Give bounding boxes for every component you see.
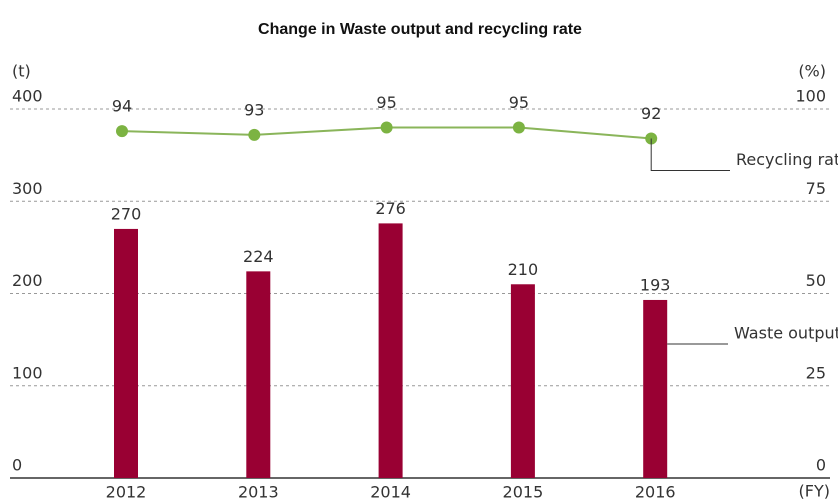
point	[248, 128, 261, 141]
data-label: 270	[111, 204, 142, 223]
y2-tick-label: 100	[795, 87, 826, 106]
x-tick-label: 2016	[635, 483, 676, 502]
bar	[378, 223, 403, 478]
y2-tick-label: 50	[806, 271, 826, 290]
data-label: 94	[112, 97, 132, 116]
y-tick-label: 200	[12, 271, 43, 290]
y2-tick-label: 25	[806, 363, 826, 382]
y2-tick-label: 75	[806, 179, 826, 198]
legend-label: Recycling rate	[736, 150, 838, 169]
data-label: 95	[509, 93, 529, 112]
y2-tick-label: 0	[816, 456, 826, 475]
point	[380, 121, 393, 134]
data-label: 276	[375, 199, 406, 218]
legend-label: Waste output	[734, 323, 838, 342]
data-label: 93	[244, 100, 264, 119]
x-tick-label: 2014	[370, 483, 411, 502]
data-label: 224	[243, 247, 274, 266]
y-tick-label: 0	[12, 456, 22, 475]
bar	[114, 228, 138, 478]
y-tick-label: 400	[12, 87, 43, 106]
bar	[643, 299, 668, 478]
x-tick-label: 2013	[238, 483, 279, 502]
chart-title: Change in Waste output and recycling rat…	[258, 21, 582, 38]
data-label: 95	[376, 93, 396, 112]
x-axis-label: (FY)	[799, 482, 830, 501]
y-axis-label: (t)	[12, 62, 31, 81]
bar	[246, 271, 271, 478]
x-tick-label: 2015	[503, 483, 544, 502]
data-label: 92	[641, 104, 661, 123]
point	[116, 125, 128, 138]
data-label: 210	[508, 260, 539, 279]
y-tick-label: 300	[12, 179, 43, 198]
point	[512, 121, 525, 134]
y2-axis-label: (%)	[798, 62, 826, 81]
x-tick-label: 2012	[106, 483, 147, 502]
leader-line	[650, 138, 730, 172]
y-tick-label: 100	[12, 363, 43, 382]
data-label: 193	[640, 275, 671, 294]
bar	[510, 284, 535, 478]
